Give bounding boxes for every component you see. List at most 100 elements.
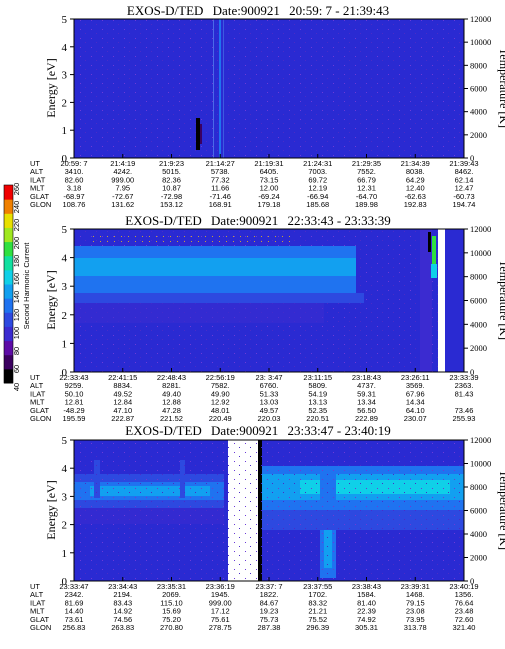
info-cell: 81.69 bbox=[65, 598, 84, 607]
y-tick-label: 3 bbox=[62, 70, 68, 82]
info-cell: 21:19:31 bbox=[254, 159, 283, 168]
info-cell: 230.07 bbox=[404, 414, 427, 423]
y2-tick-label: 2000 bbox=[470, 343, 487, 353]
info-cell: 21:39:43 bbox=[449, 159, 478, 168]
info-row-label: GLON bbox=[30, 623, 51, 632]
colorbar-tick-label: 180 bbox=[12, 255, 21, 268]
y-tick-label: 5 bbox=[62, 435, 68, 447]
info-cell: 5809. bbox=[308, 381, 327, 390]
colorbar-cell bbox=[4, 241, 13, 257]
colorbar-tick-label: 60 bbox=[12, 365, 21, 373]
panel-3-title: EXOS-D/TED Date:900921 23:33:47 - 23:40:… bbox=[125, 423, 390, 438]
y-tick-label: 4 bbox=[62, 253, 68, 265]
info-cell: 59.31 bbox=[357, 389, 376, 398]
info-cell: 23.08 bbox=[406, 607, 425, 616]
info-cell: 13.34 bbox=[357, 398, 376, 407]
panel-1-y2label: Temperature [K] bbox=[497, 48, 505, 128]
info-cell: 6405. bbox=[260, 167, 279, 176]
info-cell: 52.35 bbox=[308, 406, 327, 415]
info-cell: 7003. bbox=[308, 167, 327, 176]
info-cell: 1822. bbox=[260, 590, 279, 599]
info-cell: 999.00 bbox=[209, 598, 232, 607]
info-cell: 6760. bbox=[260, 381, 279, 390]
info-row-label: ILAT bbox=[30, 389, 46, 398]
panel-1-stripe bbox=[219, 19, 221, 158]
info-cell: 1468. bbox=[406, 590, 425, 599]
info-cell: 278.75 bbox=[209, 623, 232, 632]
y2-tick-label: 8000 bbox=[470, 482, 487, 492]
panel-2-right-region bbox=[420, 229, 432, 372]
info-cell: 12.31 bbox=[357, 184, 376, 193]
info-cell: 221.52 bbox=[160, 414, 183, 423]
y-tick-label: 1 bbox=[62, 338, 68, 350]
info-cell: 62.14 bbox=[455, 175, 474, 184]
colorbar-cell bbox=[4, 199, 13, 214]
info-cell: 13.13 bbox=[308, 398, 327, 407]
panel-3: EXOS-D/TED Date:900921 23:33:47 - 23:40:… bbox=[30, 423, 505, 632]
colorbar-cell bbox=[4, 284, 13, 299]
info-row-label: GLON bbox=[30, 200, 51, 209]
info-cell: 9259. bbox=[65, 381, 84, 390]
info-cell: 179.18 bbox=[258, 200, 281, 209]
colorbar-cell bbox=[4, 213, 13, 228]
y2-tick-label: 12000 bbox=[470, 435, 491, 445]
info-cell: 15.69 bbox=[162, 607, 181, 616]
colorbar-tick-label: 260 bbox=[12, 183, 21, 196]
colorbar-cell bbox=[4, 185, 13, 200]
info-cell: 194.74 bbox=[453, 200, 476, 209]
panel-1-dark-feature bbox=[196, 118, 200, 150]
colorbar-cell bbox=[4, 227, 13, 243]
info-cell: 22:41:15 bbox=[108, 373, 137, 382]
info-cell: 72.60 bbox=[455, 615, 474, 624]
info-cell: 23:11:15 bbox=[303, 373, 332, 382]
panel-2-dotted-row bbox=[90, 233, 290, 249]
panel-2-green-spike bbox=[432, 236, 436, 270]
info-cell: 67.96 bbox=[406, 389, 425, 398]
y-tick-label: 1 bbox=[62, 548, 68, 560]
info-cell: 83.32 bbox=[308, 598, 327, 607]
info-cell: 23:33:39 bbox=[449, 373, 478, 382]
info-row-label: ALT bbox=[30, 167, 44, 176]
info-cell: 23:33:47 bbox=[59, 582, 88, 591]
info-cell: 305.31 bbox=[355, 623, 378, 632]
info-cell: 64.29 bbox=[406, 175, 425, 184]
panel-1-dark-edge bbox=[200, 124, 202, 144]
panel-2-band-core bbox=[74, 258, 356, 276]
info-cell: 79.15 bbox=[406, 598, 425, 607]
info-cell: 21:4:19 bbox=[110, 159, 135, 168]
y-tick-label: 3 bbox=[62, 491, 68, 503]
info-cell: 287.38 bbox=[258, 623, 281, 632]
y-tick-label: 3 bbox=[62, 281, 68, 293]
colorbar-cell bbox=[4, 255, 13, 271]
info-row-label: MLT bbox=[30, 607, 45, 616]
info-cell: 23:38:43 bbox=[352, 582, 381, 591]
info-row-label: UT bbox=[30, 582, 40, 591]
panel-2-title: EXOS-D/TED Date:900921 22:33:43 - 23:33:… bbox=[125, 213, 390, 228]
y2-tick-label: 0 bbox=[470, 153, 474, 163]
colorbar-cell bbox=[4, 354, 13, 370]
panel-2-yaxis: 0 1 2 3 4 5 0 2000 4000 6000 8000 10000 12000 bbox=[62, 224, 492, 379]
info-cell: 3410. bbox=[65, 167, 84, 176]
info-cell: 8038. bbox=[406, 167, 425, 176]
info-cell: 192.83 bbox=[404, 200, 427, 209]
info-cell: 49.52 bbox=[113, 389, 132, 398]
colorbar-cell bbox=[4, 326, 13, 342]
y-tick-label: 2 bbox=[62, 310, 68, 322]
panel-3-info-table: UT 23:33:47 23:34:43 23:35:31 23:36:19 23:37:… bbox=[30, 582, 479, 632]
y2-tick-label: 4000 bbox=[470, 107, 487, 117]
y-tick-label: 4 bbox=[62, 463, 68, 475]
info-cell: 2363. bbox=[455, 381, 474, 390]
info-cell: 75.52 bbox=[308, 615, 327, 624]
colorbar-tick-label: 220 bbox=[12, 219, 21, 232]
info-cell: 73.46 bbox=[455, 406, 474, 415]
info-cell: 220.51 bbox=[306, 414, 329, 423]
info-row-label: ILAT bbox=[30, 175, 46, 184]
info-cell: 82.60 bbox=[65, 175, 84, 184]
info-cell: -72.98 bbox=[161, 192, 182, 201]
info-cell: -60.73 bbox=[453, 192, 474, 201]
y-tick-label: 4 bbox=[62, 42, 68, 54]
info-cell: 47.10 bbox=[113, 406, 132, 415]
info-cell: 296.39 bbox=[306, 623, 329, 632]
y2-tick-label: 0 bbox=[470, 576, 474, 586]
